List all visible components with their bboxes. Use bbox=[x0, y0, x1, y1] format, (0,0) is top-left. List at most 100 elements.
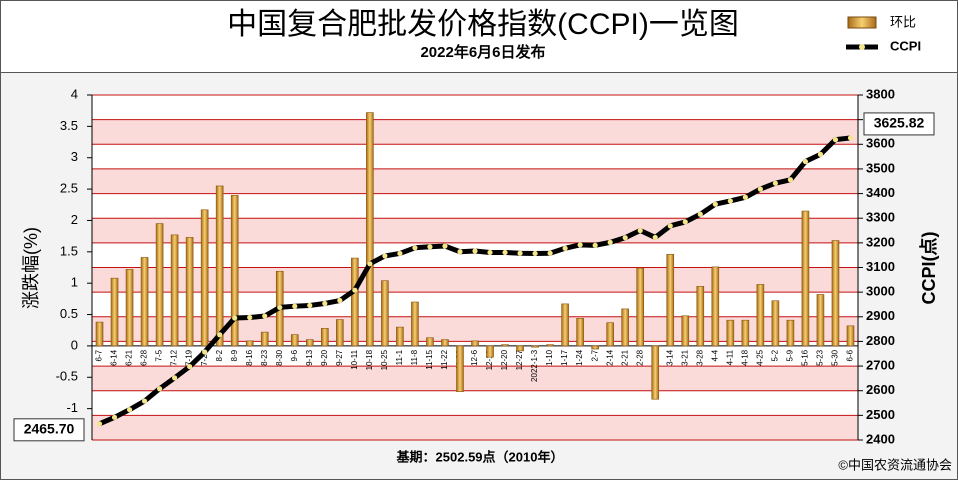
x-tick-label: 6-6 bbox=[846, 349, 855, 361]
bar bbox=[591, 345, 599, 350]
x-tick-label: 8-23 bbox=[260, 349, 269, 366]
point bbox=[802, 158, 809, 165]
x-tick-label: 6-21 bbox=[125, 349, 134, 366]
bar bbox=[366, 112, 374, 347]
point bbox=[397, 250, 403, 257]
x-tick-label: 2-21 bbox=[620, 349, 629, 366]
chart-subtitle: 2022年6月6日发布 bbox=[420, 43, 545, 61]
point bbox=[111, 414, 118, 420]
x-tick-label: 2-7 bbox=[590, 349, 599, 361]
point bbox=[502, 249, 508, 256]
bar bbox=[110, 277, 119, 347]
point bbox=[667, 223, 673, 229]
bar bbox=[321, 328, 329, 347]
point bbox=[532, 250, 538, 257]
x-tick-label: 12-6 bbox=[470, 349, 479, 366]
x-tick-label: 7-26 bbox=[200, 349, 209, 366]
x-tick-label: 2-28 bbox=[635, 349, 644, 366]
source: ©中国农资流通协会 bbox=[838, 457, 952, 472]
point bbox=[487, 249, 493, 256]
y-tick-label: -1 bbox=[66, 400, 78, 415]
x-tick-label: 7-19 bbox=[185, 349, 194, 366]
point bbox=[457, 249, 463, 255]
y2-tick-label: 3200 bbox=[866, 234, 895, 249]
bar bbox=[230, 195, 239, 347]
x-tick-label: 10-18 bbox=[365, 349, 374, 370]
x-tick-label: 5-9 bbox=[786, 349, 795, 361]
bar bbox=[576, 318, 584, 347]
x-tick-label: 9-20 bbox=[320, 349, 329, 366]
point bbox=[622, 235, 628, 241]
point bbox=[187, 363, 193, 370]
bar bbox=[756, 284, 765, 347]
legend-label: CCPI bbox=[890, 38, 921, 53]
y-tick-label: 0.5 bbox=[60, 306, 78, 321]
x-tick-label: 12-13 bbox=[485, 349, 494, 370]
y2-tick-label: 2700 bbox=[866, 358, 895, 373]
point bbox=[772, 180, 778, 186]
point bbox=[682, 219, 688, 225]
y2-tick-label: 3800 bbox=[866, 86, 895, 101]
bar bbox=[155, 223, 164, 347]
y-axis-label: 涨跌幅(%) bbox=[21, 227, 41, 309]
point bbox=[96, 421, 103, 427]
x-tick-label: 5-16 bbox=[801, 349, 810, 366]
x-tick-label: 5-30 bbox=[831, 349, 840, 366]
bar bbox=[681, 315, 690, 347]
bar bbox=[666, 254, 675, 347]
x-tick-label: 3-14 bbox=[665, 349, 674, 366]
bar bbox=[215, 185, 224, 347]
point bbox=[787, 177, 794, 183]
bar bbox=[621, 308, 629, 347]
bar bbox=[125, 269, 134, 347]
y-tick-label: -0.5 bbox=[56, 369, 78, 384]
y2-tick-label: 3000 bbox=[866, 284, 895, 299]
x-tick-label: 6-28 bbox=[140, 349, 149, 366]
y2-tick-label: 2400 bbox=[866, 431, 895, 446]
x-tick-label: 8-30 bbox=[275, 349, 284, 366]
bar bbox=[801, 210, 810, 347]
y2-tick-label: 3100 bbox=[866, 259, 895, 274]
point bbox=[382, 253, 388, 259]
y2-tick-label: 3400 bbox=[866, 185, 895, 200]
point bbox=[652, 234, 658, 241]
bar bbox=[260, 331, 269, 347]
grid-band bbox=[92, 168, 858, 194]
y2-tick-label: 2600 bbox=[866, 382, 895, 397]
point bbox=[757, 186, 763, 192]
point bbox=[262, 313, 268, 319]
point bbox=[292, 303, 298, 309]
x-tick-label: 4-11 bbox=[725, 349, 734, 365]
x-tick-label: 8-16 bbox=[245, 349, 254, 366]
point bbox=[547, 250, 553, 256]
x-tick-label: 5-23 bbox=[816, 349, 825, 366]
bar bbox=[336, 319, 344, 347]
point bbox=[742, 194, 748, 200]
x-tick-label: 5-2 bbox=[771, 349, 780, 361]
point bbox=[247, 314, 253, 321]
point bbox=[562, 245, 568, 251]
x-tick-label: 8-9 bbox=[230, 349, 239, 361]
x-tick-label: 6-14 bbox=[110, 349, 119, 366]
x-tick-label: 4-18 bbox=[740, 349, 749, 366]
x-tick-label: 11-15 bbox=[425, 349, 434, 369]
chart-title: 中国复合肥批发价格指数(CCPI)一览图 bbox=[227, 8, 739, 41]
point bbox=[832, 137, 839, 143]
value-label: 3625.82 bbox=[874, 115, 925, 131]
y2-tick-label: 3600 bbox=[866, 136, 895, 151]
y-tick-label: 2 bbox=[71, 212, 78, 227]
grid-band bbox=[92, 366, 858, 391]
bar bbox=[486, 345, 494, 358]
bar bbox=[140, 257, 149, 347]
x-tick-label: 7-12 bbox=[170, 349, 179, 366]
value-label-box bbox=[13, 418, 85, 442]
bar bbox=[95, 321, 104, 347]
x-tick-label: 11-1 bbox=[395, 349, 404, 365]
x-tick-label: 9-27 bbox=[335, 349, 344, 366]
x-tick-label: 4-25 bbox=[755, 349, 764, 366]
x-tick-label: 4-4 bbox=[710, 349, 719, 361]
point bbox=[322, 300, 328, 307]
x-tick-label: 2022-1-3 bbox=[530, 349, 539, 382]
grid-band bbox=[92, 415, 858, 440]
